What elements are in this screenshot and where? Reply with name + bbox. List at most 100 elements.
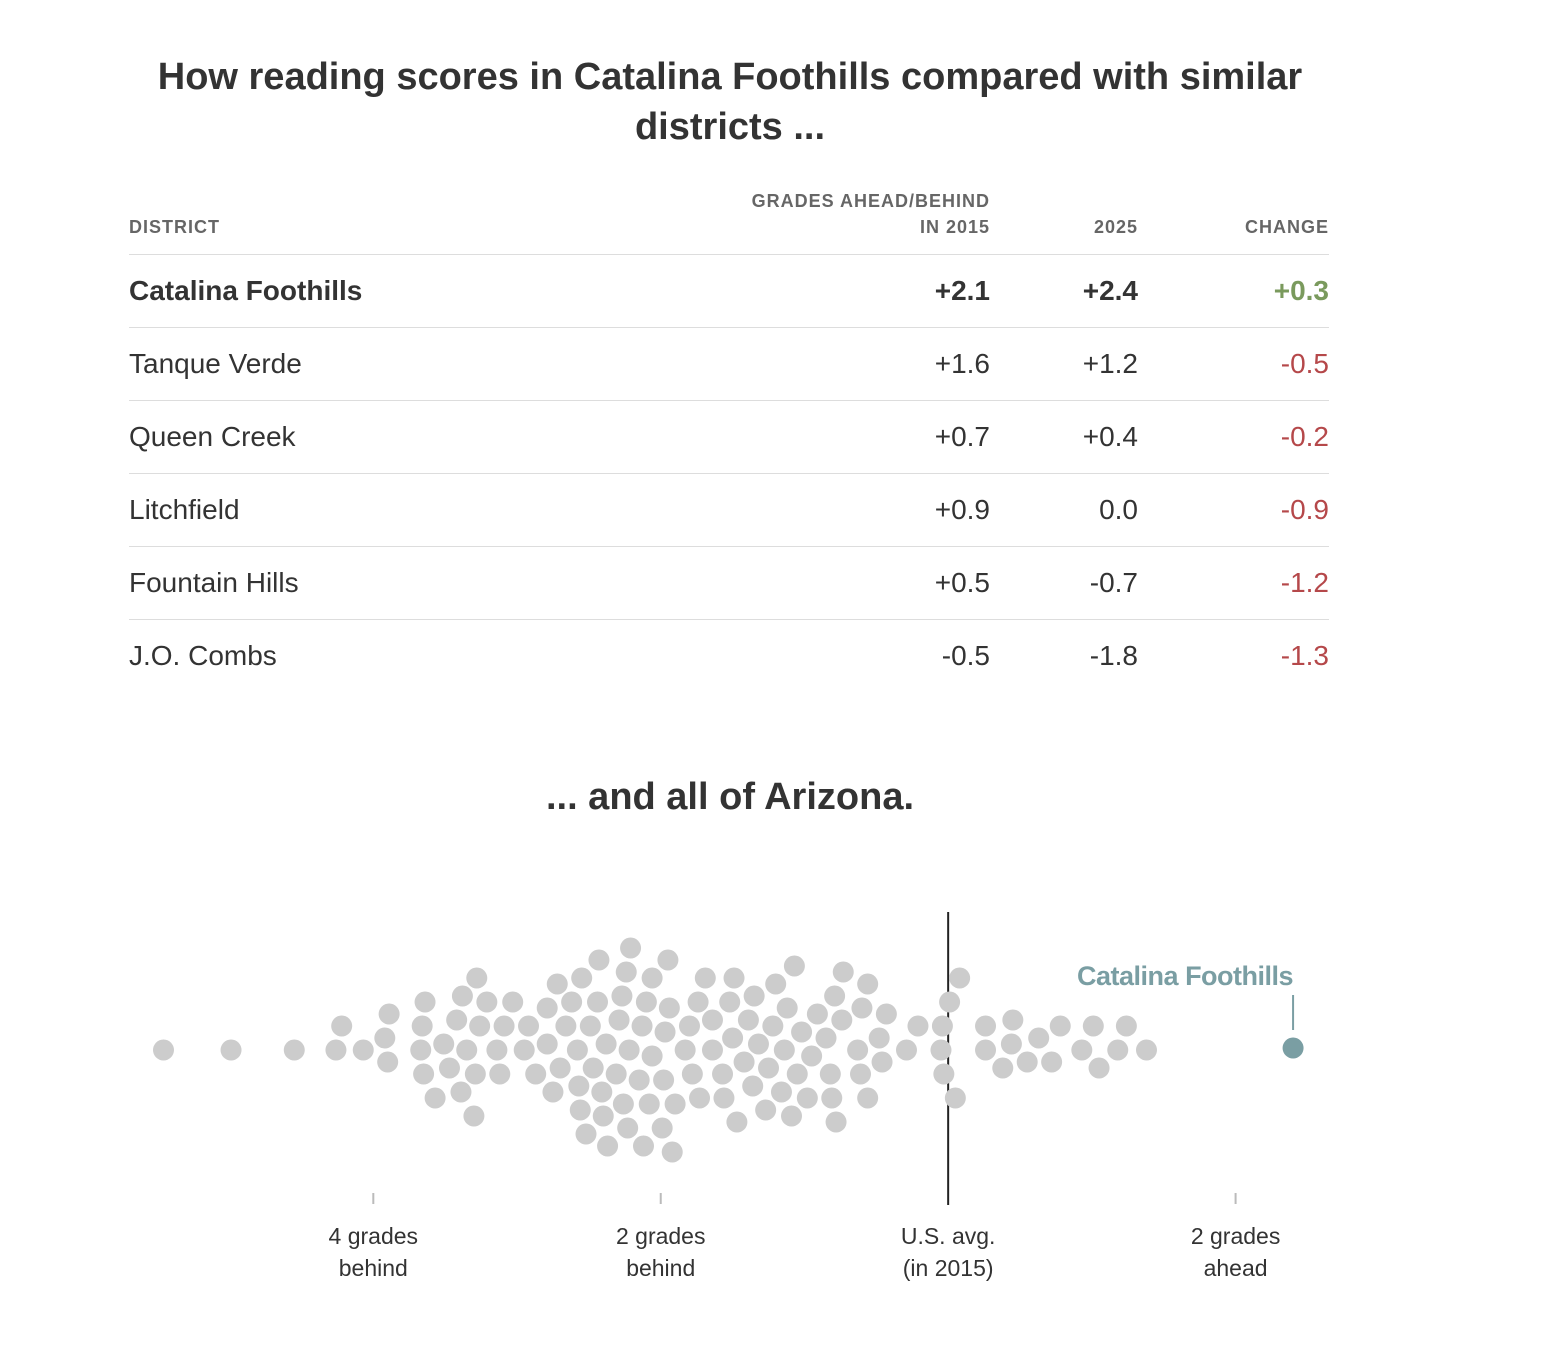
district-dot [612,1093,634,1115]
district-dot [456,1039,478,1061]
district-dot [773,1039,795,1061]
district-dot [781,1105,803,1127]
district-dot [592,1105,614,1127]
district-dot [549,1057,571,1079]
score-2015: +1.6 [750,327,990,401]
district-dot [755,1099,777,1121]
header-row: DISTRICT GRADES AHEAD/BEHIND IN 2015 202… [129,188,1329,255]
district-dot [701,1039,723,1061]
table-row: Catalina Foothills +2.1 +2.4 +0.3 [129,254,1329,328]
score-change: -1.3 [1280,640,1329,671]
district-dot [868,1027,890,1049]
district-dot [571,967,593,989]
score-2015: -0.5 [941,640,990,671]
district-dot [374,1027,396,1049]
district-dot [1041,1051,1063,1073]
chart-title: ... and all of Arizona. [545,776,915,818]
district-dot [975,1015,997,1037]
district-dot [747,1033,769,1055]
district-dot [832,961,854,983]
table-row: Fountain Hills +0.5 -0.7 -1.2 [129,546,1329,620]
table-row: Litchfield +0.9 0.0 -0.9 [129,473,1329,547]
district-dot [595,1033,617,1055]
x-tick-label: U.S. avg. (in 2015) [900,1223,996,1281]
district-dot [975,1039,997,1061]
district-dot [895,1039,917,1061]
district-dot [414,991,436,1013]
district-dot [579,1015,601,1037]
district-dot [664,1093,686,1115]
district-name: J.O. Combs [129,640,277,671]
district-dot [742,1075,764,1097]
district-dot [1016,1051,1038,1073]
district-dot [582,1057,604,1079]
district-dot [1088,1057,1110,1079]
district-dot [796,1087,818,1109]
district-dot [661,1141,683,1163]
district-dot [591,1081,613,1103]
district-dot [325,1039,347,1061]
district-dot [1002,1009,1024,1031]
x-tick-label: 2 grades ahead [1190,1223,1281,1281]
district-dot [569,1099,591,1121]
score-change: +0.3 [1138,254,1329,328]
district-dot [851,997,873,1019]
district-dot [152,1039,174,1061]
district-dot [786,1063,808,1085]
district-dot [825,1111,847,1133]
district-dot [930,1039,952,1061]
score-2015: +0.5 [750,546,990,620]
district-dot [605,1063,627,1085]
district-dot [561,991,583,1013]
column-header: DISTRICT [129,188,750,255]
score-change: -0.2 [1138,400,1329,474]
district-dot [687,991,709,1013]
x-tick-label: 4 grades behind [328,1223,419,1281]
x-tick-label: 2 grades behind [615,1223,706,1281]
column-header: 2025 [990,188,1138,255]
district-dot [1107,1039,1129,1061]
district-dot [713,1087,735,1109]
district-dot [632,1135,654,1157]
district-dot [1135,1039,1157,1061]
score-change: -0.5 [1138,327,1329,401]
district-dot [469,1015,491,1037]
district-dot [555,1015,577,1037]
district-dot [733,1051,755,1073]
district-dot [476,991,498,1013]
district-dot [546,973,568,995]
district-dot [657,949,679,971]
district-dot [653,1069,675,1091]
district-dot [1028,1027,1050,1049]
district-dot [783,955,805,977]
district-dot [933,1063,955,1085]
district-dot [450,1081,472,1103]
district-dot [438,1057,460,1079]
district-dot [518,1015,540,1037]
district-dot [618,1039,640,1061]
district-dot [723,967,745,989]
district-dot [849,1063,871,1085]
district-dot [719,991,741,1013]
district-dot [424,1087,446,1109]
district-dot [451,985,473,1007]
district-dot [949,967,971,989]
district-dot [674,1039,696,1061]
district-name: Queen Creek [129,400,750,474]
district-dot [536,997,558,1019]
district-dot [871,1051,893,1073]
district-dot [992,1057,1014,1079]
district-dot [628,1069,650,1091]
district-dot [931,1015,953,1037]
table-row: Queen Creek +0.7 +0.4 -0.2 [129,400,1329,474]
district-dot [568,1075,590,1097]
district-dot [489,1063,511,1085]
district-dot [694,967,716,989]
district-dot [658,997,680,1019]
district-dot [220,1039,242,1061]
district-table: DISTRICT GRADES AHEAD/BEHIND IN 2015 202… [129,188,1329,692]
district-name: Fountain Hills [129,546,750,620]
score-2025: +0.4 [990,400,1138,474]
district-dot [737,1009,759,1031]
